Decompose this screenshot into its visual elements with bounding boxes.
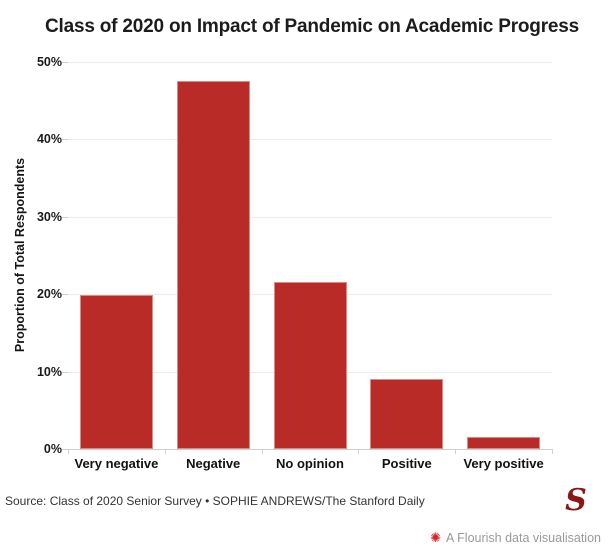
bar-negative[interactable]: [176, 80, 250, 449]
bar-very-negative[interactable]: [79, 294, 153, 449]
y-tick-label-30: 30%: [36, 209, 62, 224]
source-credit: Source: Class of 2020 Senior Survey • SO…: [5, 494, 425, 508]
x-category-label-2: No opinion: [276, 456, 344, 471]
y-tick-label-50: 50%: [36, 55, 62, 69]
y-axis-label: Proportion of Total Respondents: [13, 157, 27, 353]
y-axis-tick-20: [62, 294, 68, 296]
gridline-50: [68, 62, 552, 63]
flourish-attribution-label: A Flourish data visualisation: [446, 530, 601, 545]
flourish-logo-icon: ✺: [430, 530, 442, 545]
bar-no-opinion[interactable]: [273, 281, 347, 449]
y-tick-label-0: 0%: [43, 442, 62, 456]
y-axis-tick-40: [62, 139, 68, 141]
x-axis-tick-4: [455, 449, 457, 454]
x-axis-tick-2: [261, 449, 263, 454]
gridline-40: [68, 139, 552, 141]
y-axis-tick-50: [62, 62, 68, 63]
y-tick-label-20: 20%: [36, 287, 62, 302]
stanford-daily-logo-icon: S: [565, 483, 587, 518]
x-axis-tick-5: [552, 449, 553, 454]
gridline-0: [68, 449, 552, 450]
gridline-30: [68, 216, 552, 218]
bar-very-positive[interactable]: [467, 437, 541, 449]
y-tick-label-10: 10%: [36, 364, 62, 379]
chart-title: Class of 2020 on Impact of Pandemic on A…: [45, 16, 580, 37]
x-category-label-4: Very positive: [463, 456, 544, 471]
x-axis-tick-3: [358, 449, 360, 454]
y-axis-tick-30: [62, 216, 68, 218]
x-category-label-1: Negative: [186, 456, 241, 471]
x-axis-tick-1: [164, 449, 166, 454]
y-tick-label-40: 40%: [36, 132, 62, 147]
x-axis-tick-0: [68, 449, 69, 454]
bar-positive[interactable]: [370, 378, 444, 449]
x-category-label-0: Very negative: [74, 456, 159, 471]
y-axis-tick-10: [62, 371, 68, 373]
flourish-attribution[interactable]: ✺ A Flourish data visualisation: [430, 529, 601, 546]
x-category-label-3: Positive: [381, 456, 432, 471]
y-axis-tick-0: [62, 449, 68, 450]
